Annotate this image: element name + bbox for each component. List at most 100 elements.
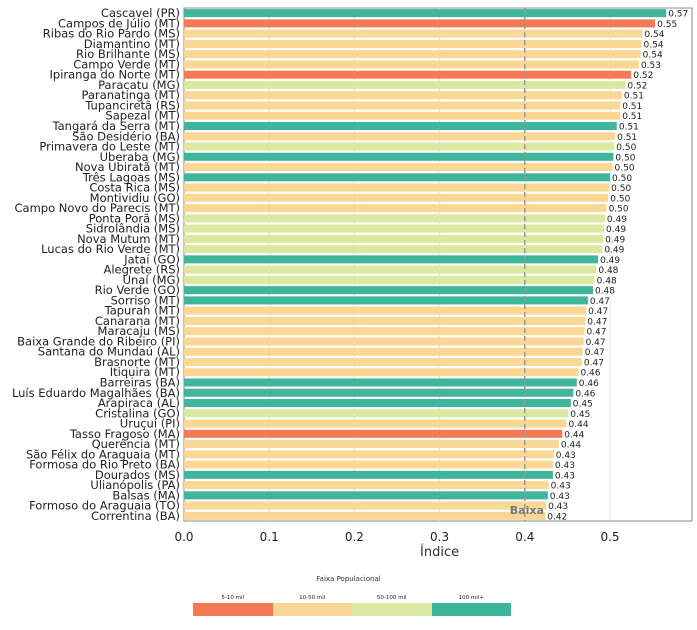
bar [184, 286, 593, 295]
category-label: Ribas do Rio Pardo (MS) [43, 27, 180, 41]
value-label: 0.51 [624, 92, 644, 102]
bar [184, 91, 622, 100]
bar [184, 80, 626, 89]
bar [184, 296, 588, 305]
category-label: Nova Ubiratã (MT) [75, 160, 180, 174]
category-label: São Desidério (BA) [72, 129, 180, 143]
category-label: Tapurah (MT) [104, 304, 180, 318]
bar-chart: 0.0 0.1 0.2 0.3 0.4 0.5 Cascavel (PR) 0.57 Campo… [12, 6, 693, 560]
value-label: 0.50 [615, 153, 635, 163]
bar [184, 501, 547, 510]
bar [184, 70, 632, 79]
category-label: Ulianópolis (PA) [90, 478, 180, 492]
bar [184, 224, 605, 233]
value-label: 0.46 [575, 389, 595, 399]
bar [184, 255, 599, 264]
value-label: 0.54 [644, 30, 664, 40]
reference-line-label: Baixa [510, 504, 544, 517]
category-label: Sidrolândia (MS) [86, 222, 180, 236]
bar [184, 111, 621, 120]
x-tick-label: 0.5 [600, 530, 619, 544]
value-label: 0.50 [611, 184, 631, 194]
bar [184, 50, 641, 59]
value-label: 0.48 [595, 287, 615, 297]
value-label: 0.50 [609, 205, 629, 215]
bar [184, 327, 585, 336]
category-label: Baixa Grande do Ribeiro (PI) [17, 334, 180, 348]
bar [184, 142, 615, 151]
x-tick-label: 0.2 [345, 530, 364, 544]
legend-label-50-100: 50-100 mil [376, 595, 407, 601]
value-label: 0.54 [644, 40, 664, 50]
category-label: Jataí (GO) [123, 252, 180, 266]
value-label: 0.43 [556, 451, 576, 461]
category-label: Brasnorte (MT) [94, 355, 180, 369]
category-label: Tangará da Serra (MT) [52, 119, 181, 133]
value-label: 0.46 [580, 369, 600, 379]
bar [184, 214, 605, 223]
value-label: 0.43 [551, 482, 571, 492]
category-label: Ipiranga do Norte (MT) [50, 68, 180, 82]
legend-swatch-100-plus [431, 603, 511, 616]
category-label: Cristalina (GO) [95, 406, 180, 420]
value-label: 0.47 [584, 358, 604, 368]
category-label: Ponta Porã (MS) [89, 211, 180, 225]
legend-title: Faixa Populacional [316, 575, 381, 583]
value-label: 0.54 [643, 51, 663, 61]
category-label: Alegrete (RS) [104, 263, 181, 277]
category-label: Correntina (BA) [91, 509, 180, 523]
value-label: 0.48 [597, 276, 617, 286]
value-label: 0.51 [622, 112, 642, 122]
value-label: 0.43 [555, 461, 575, 471]
x-tick-label: 0.0 [174, 530, 193, 544]
value-label: 0.49 [605, 235, 625, 245]
value-label: 0.53 [641, 61, 661, 71]
legend-swatch-5-10 [193, 603, 273, 616]
value-label: 0.47 [586, 338, 606, 348]
bar [184, 409, 569, 418]
legend-swatch-10-50 [272, 603, 352, 616]
category-label: Três Lagoas (MS) [82, 170, 180, 184]
category-label: Itiquira (MT) [110, 365, 180, 379]
bar [184, 470, 553, 479]
bar [184, 19, 656, 28]
category-label: Sapezal (MT) [105, 109, 180, 123]
legend-colorbar [193, 603, 511, 616]
category-label: Tupanciretã (RS) [84, 98, 180, 112]
bar [184, 378, 577, 387]
category-label: Sorriso (MT) [111, 293, 180, 307]
bar [184, 337, 584, 346]
value-label: 0.48 [598, 266, 618, 276]
category-label: Rio Verde (GO) [95, 283, 180, 297]
bar [184, 9, 667, 18]
value-label: 0.46 [579, 379, 599, 389]
bar [184, 152, 614, 161]
value-label: 0.47 [587, 317, 607, 327]
value-label: 0.47 [590, 297, 610, 307]
value-label: 0.50 [610, 194, 630, 204]
value-label: 0.47 [586, 328, 606, 338]
category-label: Rio Brilhante (MS) [76, 47, 180, 61]
bar [184, 399, 571, 408]
bar [184, 450, 554, 459]
bar [184, 204, 607, 213]
bar [184, 121, 617, 130]
category-label: Tasso Fragoso (MA) [69, 427, 180, 441]
value-label: 0.50 [615, 164, 635, 174]
bar [184, 347, 583, 356]
category-label: Uruçuí (PI) [120, 417, 180, 431]
category-label: Lucas do Rio Verde (MT) [41, 242, 180, 256]
value-label: 0.44 [569, 420, 589, 430]
value-label: 0.45 [573, 400, 593, 410]
bar [184, 39, 642, 48]
x-axis-title: Índice [420, 544, 459, 560]
legend-labels: 5-10 mil 10-50 mil 50-100 mil 100 mil+ [193, 595, 511, 601]
value-label: 0.45 [570, 410, 590, 420]
bar [184, 491, 548, 500]
value-label: 0.49 [600, 256, 620, 266]
bar [184, 388, 574, 397]
bar [184, 481, 549, 490]
bar [184, 511, 546, 520]
value-label: 0.44 [561, 441, 581, 451]
bar [184, 460, 553, 469]
